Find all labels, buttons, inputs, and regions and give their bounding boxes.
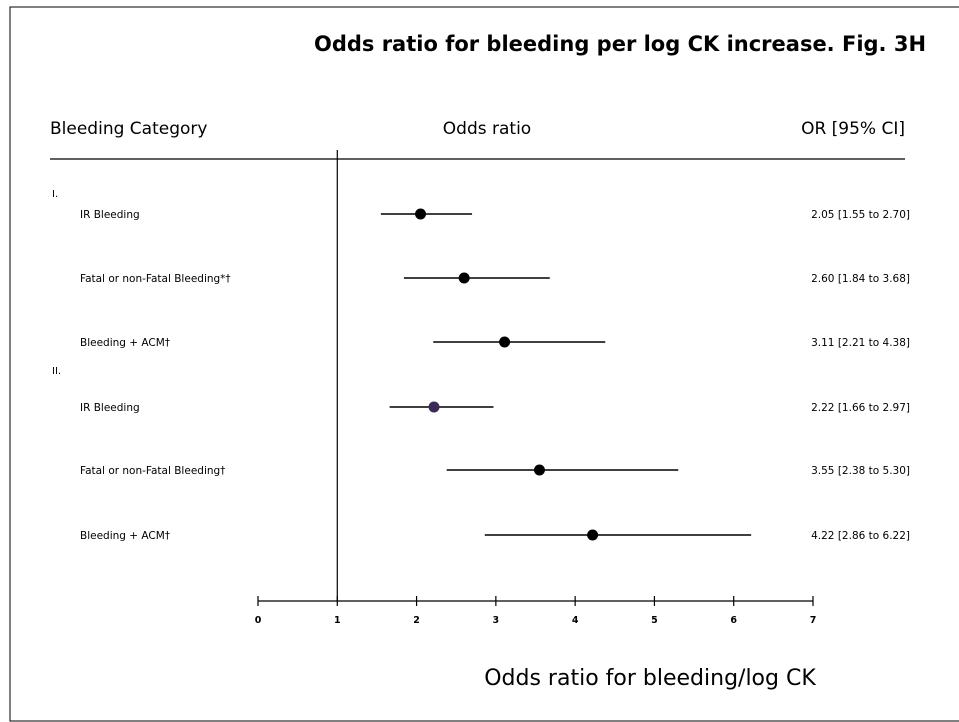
figure-border: [9, 6, 959, 722]
x-tick-label: 0: [255, 615, 262, 626]
x-axis-label: Odds ratio for bleeding/log CK: [484, 666, 816, 691]
ci-value-label: 2.22 [1.66 to 2.97]: [811, 402, 910, 414]
odds-ratio-point: [533, 464, 545, 476]
section-label-1: I.: [52, 189, 58, 200]
x-tick-label: 2: [413, 615, 420, 626]
row-label: Bleeding + ACM†: [80, 337, 170, 349]
row-label: Fatal or non-Fatal Bleeding*†: [80, 273, 231, 285]
x-tick-label: 7: [810, 615, 817, 626]
row-label: Fatal or non-Fatal Bleeding†: [80, 465, 225, 477]
section-label-2: II.: [52, 366, 61, 377]
row-label: IR Bleeding: [80, 209, 140, 221]
row-label: IR Bleeding: [80, 402, 140, 414]
odds-ratio-point: [458, 272, 470, 284]
header-category: Bleeding Category: [50, 119, 207, 139]
row-label: Bleeding + ACM†: [80, 530, 170, 542]
ci-value-label: 3.11 [2.21 to 4.38]: [811, 337, 910, 349]
odds-ratio-point: [587, 529, 599, 541]
x-tick-label: 3: [493, 615, 500, 626]
odds-ratio-point: [415, 208, 427, 220]
ci-value-label: 4.22 [2.86 to 6.22]: [811, 530, 910, 542]
ci-value-label: 2.05 [1.55 to 2.70]: [811, 209, 910, 221]
odds-ratio-point: [428, 401, 440, 413]
x-tick-label: 4: [572, 615, 579, 626]
ci-value-label: 2.60 [1.84 to 3.68]: [811, 273, 910, 285]
header-ci: OR [95% CI]: [801, 119, 905, 139]
header-odds-ratio: Odds ratio: [443, 119, 531, 139]
odds-ratio-point: [499, 336, 511, 348]
forest-rows: IR Bleeding 2.05 [1.55 to 2.70] Fatal or n…: [80, 208, 910, 542]
ci-value-label: 3.55 [2.38 to 5.30]: [811, 465, 910, 477]
chart-title: Odds ratio for bleeding per log CK incre…: [314, 32, 926, 56]
x-tick-label: 6: [730, 615, 737, 626]
x-axis: 0 1 2 3 4 5 6 7: [255, 596, 817, 626]
x-tick-label: 5: [651, 615, 658, 626]
x-tick-label: 1: [334, 615, 341, 626]
